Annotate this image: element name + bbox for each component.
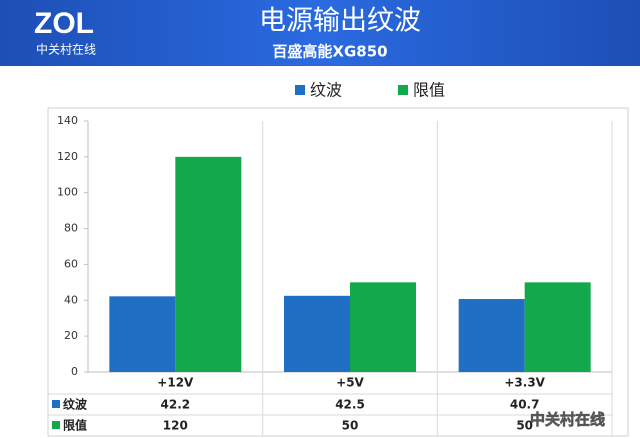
bar bbox=[350, 282, 416, 372]
y-tick-label: 140 bbox=[57, 114, 78, 127]
legend-swatch bbox=[398, 85, 408, 95]
table-value: 40.7 bbox=[510, 398, 540, 412]
watermark: 中关村在线 bbox=[530, 411, 605, 429]
table-series-label: 限值 bbox=[63, 418, 87, 433]
table-series-label: 纹波 bbox=[63, 397, 88, 412]
chart-frame bbox=[47, 107, 629, 437]
logo-subtitle: 中关村在线 bbox=[36, 42, 96, 57]
x-tick-label: +12V bbox=[157, 376, 194, 390]
table-value: 120 bbox=[163, 419, 188, 433]
y-tick-label: 80 bbox=[64, 222, 78, 235]
table-value: 42.5 bbox=[335, 398, 365, 412]
table-swatch bbox=[52, 400, 60, 408]
legend-swatch bbox=[295, 85, 305, 95]
header-banner bbox=[0, 0, 640, 66]
chart-subtitle: 百盛高能XG850 bbox=[272, 43, 387, 61]
x-tick-label: +3.3V bbox=[504, 376, 545, 390]
y-tick-label: 60 bbox=[64, 257, 78, 270]
table-value: 50 bbox=[342, 419, 359, 433]
legend-label: 纹波 bbox=[310, 81, 342, 100]
x-tick-label: +5V bbox=[336, 376, 364, 390]
logo: ZOL bbox=[34, 7, 94, 40]
y-tick-label: 40 bbox=[64, 293, 78, 306]
y-tick-label: 120 bbox=[57, 150, 78, 163]
y-tick-label: 20 bbox=[64, 329, 78, 342]
bar bbox=[524, 282, 591, 372]
bar bbox=[458, 299, 525, 372]
y-tick-label: 100 bbox=[57, 186, 78, 199]
table-swatch bbox=[52, 421, 60, 429]
y-tick-label: 0 bbox=[71, 365, 78, 378]
table-value: 50 bbox=[516, 419, 533, 433]
chart-title: 电源输出纹波 bbox=[259, 6, 421, 37]
bar bbox=[284, 295, 350, 372]
bar bbox=[175, 156, 242, 372]
legend-label: 限值 bbox=[413, 81, 445, 100]
table-value: 42.2 bbox=[161, 398, 191, 412]
bar bbox=[109, 296, 176, 372]
